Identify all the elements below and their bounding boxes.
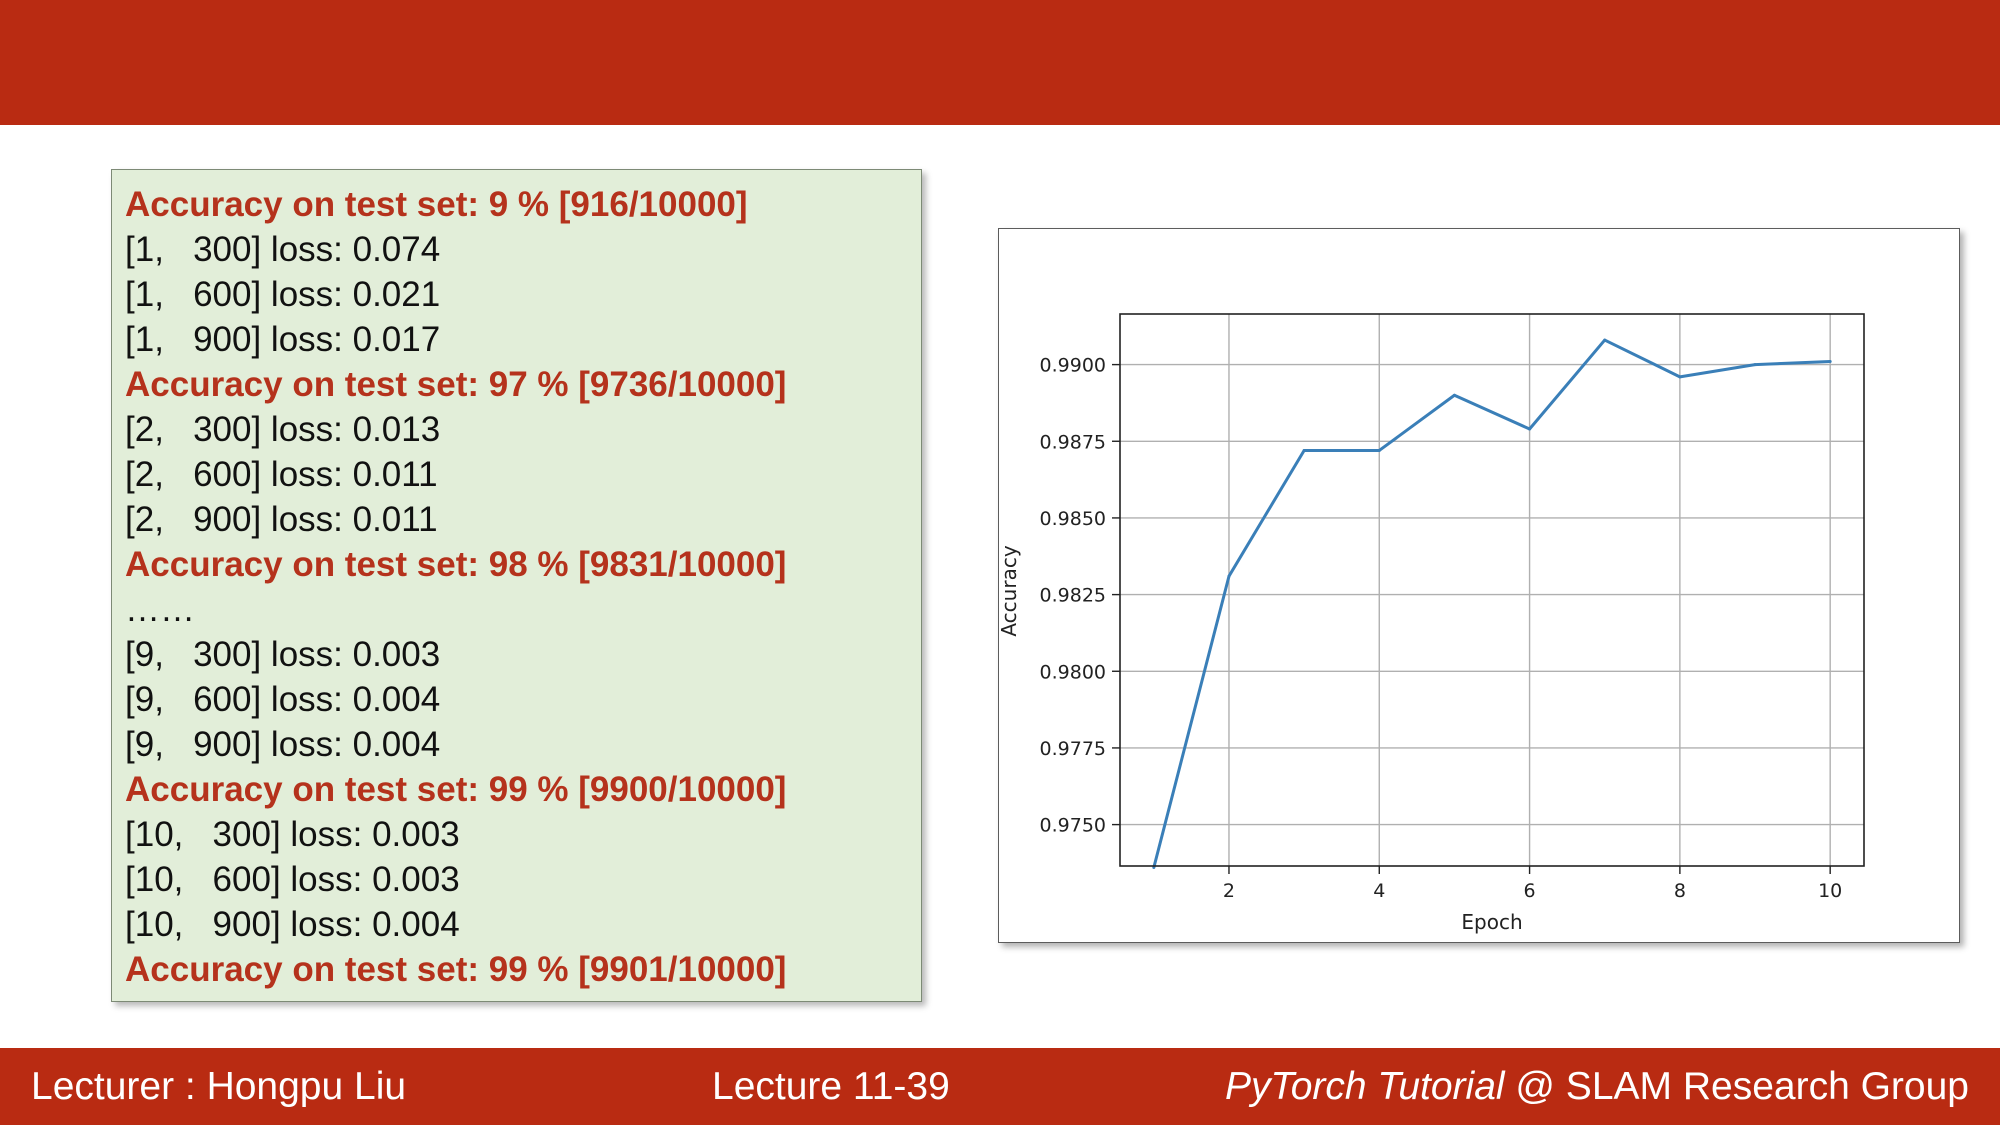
accuracy-line: Accuracy on test set: 9 % [916/10000] [125,185,748,224]
loss-line: [2, 600] loss: 0.011 [125,455,438,494]
data-point [1528,427,1532,431]
accuracy-line: Accuracy on test set: 99 % [9900/10000] [125,770,787,809]
x-axis-label: Epoch [1461,910,1522,934]
data-point [1828,360,1832,364]
y-tick-label: 0.9850 [1040,508,1106,530]
x-tick-label: 10 [1818,880,1842,902]
data-point [1753,363,1757,367]
accuracy-line: Accuracy on test set: 99 % [9901/10000] [125,950,787,989]
loss-line: [10, 300] loss: 0.003 [125,815,460,854]
data-point [1377,448,1381,452]
plot-frame [1119,313,1865,867]
loss-line: [1, 900] loss: 0.017 [125,320,441,359]
x-tick-label: 6 [1524,880,1536,902]
loss-line: [10, 600] loss: 0.003 [125,860,460,899]
y-tick-label: 0.9900 [1040,355,1106,377]
lecturer-name: Lecturer : Hongpu Liu [31,1065,407,1108]
x-tick-label: 4 [1373,880,1385,902]
accuracy-chart-svg: 2 4 6 8 10 0.9750 0.9775 0.9800 0.9825 0.9850 0.98… [999,313,1865,934]
loss-line: [9, 900] loss: 0.004 [125,725,441,764]
loss-line: [9, 600] loss: 0.004 [125,680,441,719]
y-tick-label: 0.9825 [1040,585,1106,607]
loss-line: [1, 600] loss: 0.021 [125,275,441,314]
y-tick-label: 0.9750 [1040,815,1106,837]
ellipsis-line: …… [125,590,195,629]
accuracy-line: Accuracy on test set: 97 % [9736/10000] [125,365,787,404]
data-point [1227,574,1231,578]
data-point [1603,338,1607,342]
data-point [1302,448,1306,452]
course-credit: PyTorch Tutorial @ SLAM Research Group [1225,1048,1969,1125]
course-title: PyTorch Tutorial [1224,1065,1505,1108]
x-tick-label: 2 [1223,880,1235,902]
loss-line: [2, 300] loss: 0.013 [125,410,441,449]
data-point [1452,393,1456,397]
loss-line: [10, 900] loss: 0.004 [125,905,460,944]
y-axis-label: Accuracy [999,545,1021,636]
training-log-panel: Accuracy on test set: 9 % [916/10000] [1,… [111,169,922,1002]
y-tick-label: 0.9800 [1040,661,1106,683]
top-banner [0,0,2000,125]
loss-line: [9, 300] loss: 0.003 [125,635,441,674]
footer-bar: Lecturer : Hongpu Liu Lecture 11-39 PyTo… [0,1048,2000,1125]
loss-line: [2, 900] loss: 0.011 [125,500,438,539]
group-name: @ SLAM Research Group [1504,1065,1969,1108]
y-tick-label: 0.9875 [1040,431,1106,453]
accuracy-line: Accuracy on test set: 98 % [9831/10000] [125,545,787,584]
data-point [1678,375,1682,379]
y-tick-label: 0.9775 [1040,738,1106,760]
accuracy-series-line [1152,338,1831,868]
accuracy-chart: 2 4 6 8 10 0.9750 0.9775 0.9800 0.9825 0.9850 0.98… [998,228,1960,943]
x-tick-label: 8 [1674,880,1686,902]
lecture-number: Lecture 11-39 [712,1065,950,1108]
loss-line: [1, 300] loss: 0.074 [125,230,441,269]
